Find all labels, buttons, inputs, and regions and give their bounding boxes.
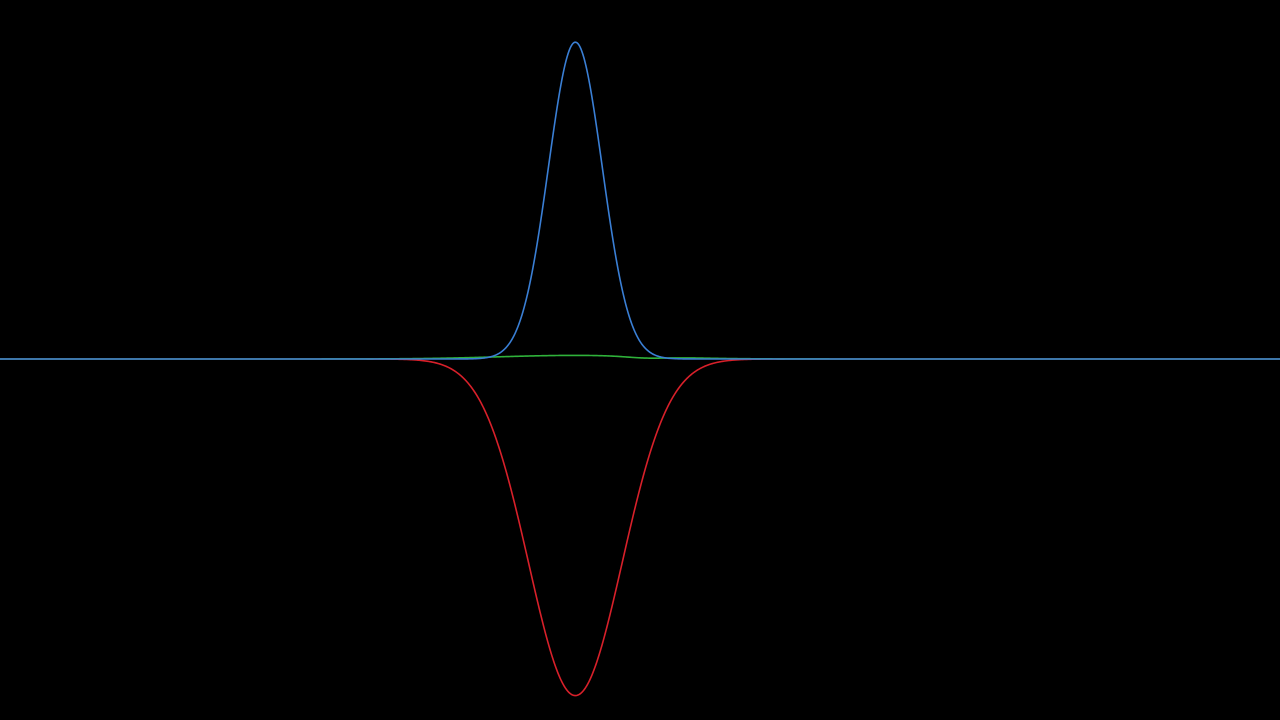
- series-line-2: [0, 41, 1280, 360]
- series-line-0: [0, 358, 1280, 697]
- series-layer: [0, 41, 1280, 697]
